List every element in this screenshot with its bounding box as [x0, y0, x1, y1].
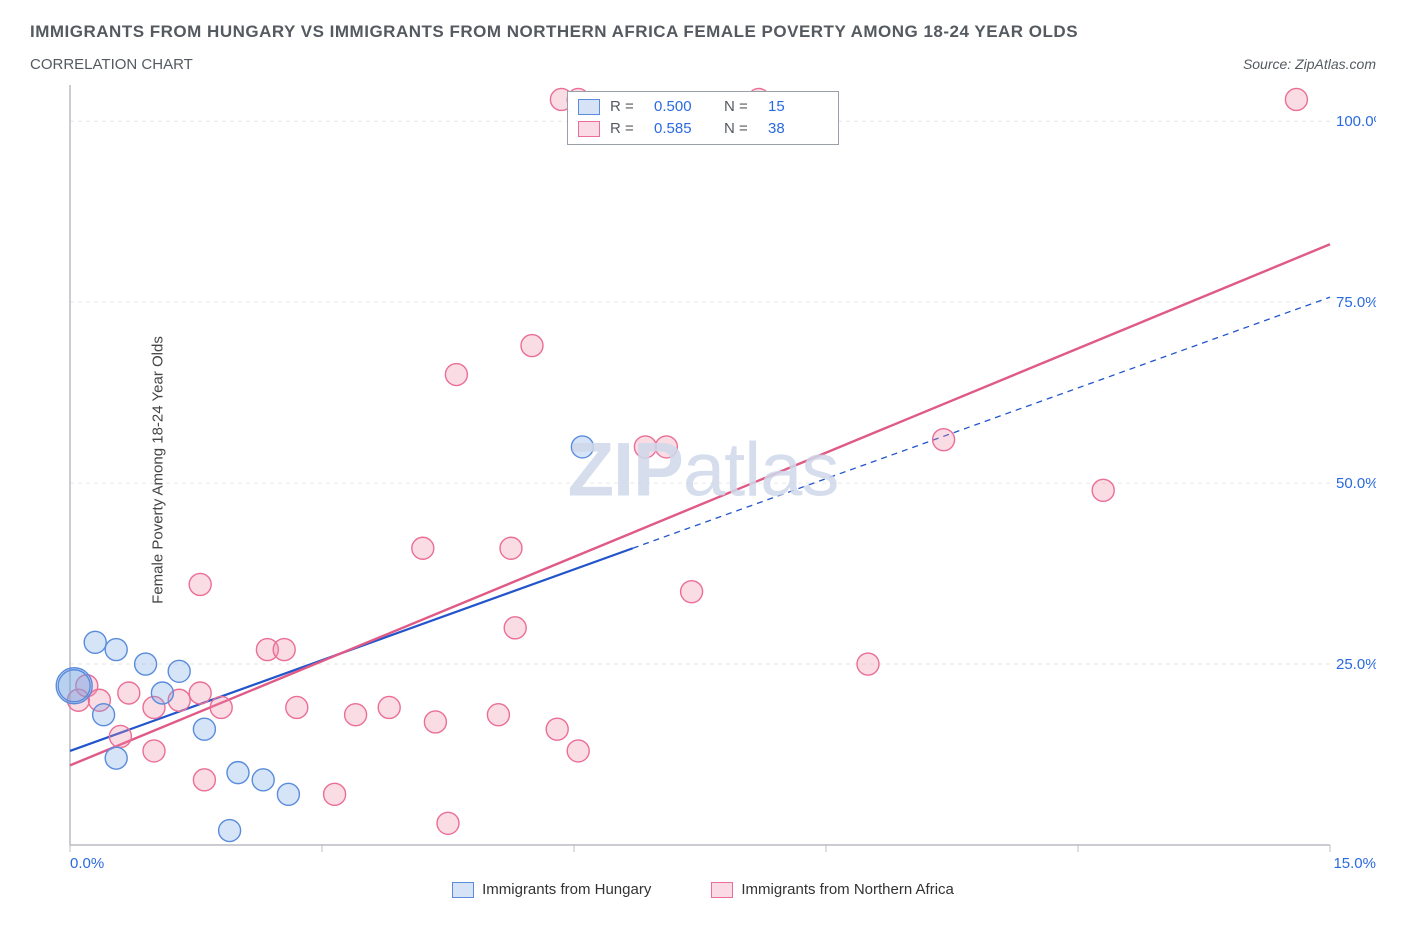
r-label: R = — [610, 96, 644, 118]
chart-container: Female Poverty Among 18-24 Year Olds 25.… — [30, 85, 1376, 855]
chart-subtitle: CORRELATION CHART — [30, 56, 193, 73]
legend-label-pink: Immigrants from Northern Africa — [741, 881, 954, 898]
svg-text:100.0%: 100.0% — [1336, 113, 1376, 130]
x-min-label: 0.0% — [70, 855, 104, 872]
series-legend: Immigrants from Hungary Immigrants from … — [0, 881, 1406, 898]
source-attribution: Source: ZipAtlas.com — [1243, 56, 1376, 73]
swatch-pink — [578, 121, 600, 137]
legend-row-pink: R = 0.585 N = 38 — [578, 118, 828, 140]
svg-text:25.0%: 25.0% — [1336, 656, 1376, 673]
page-title: IMMIGRANTS FROM HUNGARY VS IMMIGRANTS FR… — [0, 0, 1406, 46]
svg-text:50.0%: 50.0% — [1336, 475, 1376, 492]
x-axis-labels: 0.0% 15.0% — [70, 855, 1376, 877]
n-label: N = — [724, 96, 758, 118]
subtitle-row: CORRELATION CHART Source: ZipAtlas.com — [0, 46, 1406, 73]
n-label: N = — [724, 118, 758, 140]
legend-label-blue: Immigrants from Hungary — [482, 881, 651, 898]
source-name: ZipAtlas.com — [1295, 56, 1376, 72]
n-value-pink: 38 — [768, 118, 828, 140]
svg-text:75.0%: 75.0% — [1336, 294, 1376, 311]
x-max-label: 15.0% — [1333, 855, 1376, 872]
n-value-blue: 15 — [768, 96, 828, 118]
r-value-pink: 0.585 — [654, 118, 714, 140]
legend-item-blue: Immigrants from Hungary — [452, 881, 651, 898]
legend-item-pink: Immigrants from Northern Africa — [711, 881, 954, 898]
r-value-blue: 0.500 — [654, 96, 714, 118]
source-prefix: Source: — [1243, 56, 1295, 72]
correlation-chart: 25.0% 50.0% 75.0% 100.0% — [30, 85, 1376, 855]
correlation-legend: R = 0.500 N = 15 R = 0.585 N = 38 — [567, 91, 839, 145]
legend-row-blue: R = 0.500 N = 15 — [578, 96, 828, 118]
swatch-blue — [452, 882, 474, 898]
swatch-blue — [578, 99, 600, 115]
r-label: R = — [610, 118, 644, 140]
swatch-pink — [711, 882, 733, 898]
y-axis-label: Female Poverty Among 18-24 Year Olds — [149, 336, 166, 604]
